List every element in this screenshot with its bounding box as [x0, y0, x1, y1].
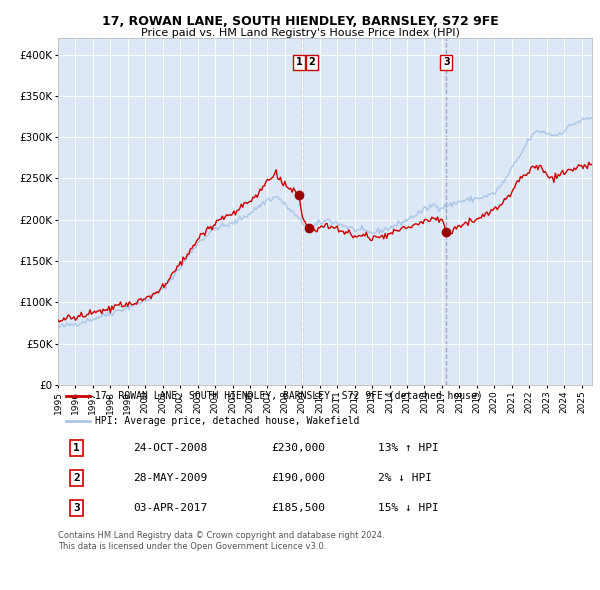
Text: 28-MAY-2009: 28-MAY-2009 [133, 473, 207, 483]
Text: Contains HM Land Registry data © Crown copyright and database right 2024.: Contains HM Land Registry data © Crown c… [58, 531, 385, 540]
Text: 17, ROWAN LANE, SOUTH HIENDLEY, BARNSLEY, S72 9FE (detached house): 17, ROWAN LANE, SOUTH HIENDLEY, BARNSLEY… [95, 391, 483, 401]
Text: Price paid vs. HM Land Registry's House Price Index (HPI): Price paid vs. HM Land Registry's House … [140, 28, 460, 38]
Text: 2% ↓ HPI: 2% ↓ HPI [379, 473, 433, 483]
Text: 13% ↑ HPI: 13% ↑ HPI [379, 443, 439, 453]
Text: £230,000: £230,000 [272, 443, 326, 453]
Text: 24-OCT-2008: 24-OCT-2008 [133, 443, 207, 453]
Text: 2: 2 [308, 57, 315, 67]
Text: 1: 1 [73, 443, 80, 453]
Text: HPI: Average price, detached house, Wakefield: HPI: Average price, detached house, Wake… [95, 415, 360, 425]
Text: 3: 3 [443, 57, 449, 67]
Text: 2: 2 [73, 473, 80, 483]
Text: 1: 1 [296, 57, 302, 67]
Text: 15% ↓ HPI: 15% ↓ HPI [379, 503, 439, 513]
Text: £190,000: £190,000 [272, 473, 326, 483]
Text: 3: 3 [73, 503, 80, 513]
Text: £185,500: £185,500 [272, 503, 326, 513]
Text: 03-APR-2017: 03-APR-2017 [133, 503, 207, 513]
Text: This data is licensed under the Open Government Licence v3.0.: This data is licensed under the Open Gov… [58, 542, 326, 550]
Text: 17, ROWAN LANE, SOUTH HIENDLEY, BARNSLEY, S72 9FE: 17, ROWAN LANE, SOUTH HIENDLEY, BARNSLEY… [101, 15, 499, 28]
